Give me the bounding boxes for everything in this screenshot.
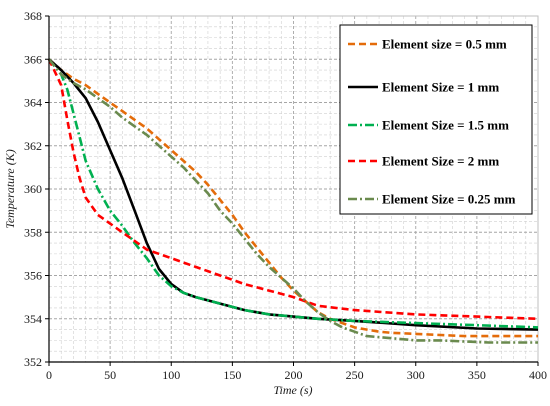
x-tick-label: 300 bbox=[407, 368, 425, 382]
series-line bbox=[48, 58, 538, 338]
series-line bbox=[47, 58, 538, 344]
y-tick-label: 360 bbox=[24, 182, 42, 196]
y-tick-label: 358 bbox=[24, 225, 42, 239]
legend-label: Element Size = 1 mm bbox=[382, 80, 499, 95]
x-tick-label: 100 bbox=[162, 368, 180, 382]
y-tick-label: 364 bbox=[24, 96, 42, 110]
y-tick-labels: 352 354 356 358 360 362 364 366 368 bbox=[24, 9, 49, 369]
legend-label: Element size = 0.5 mm bbox=[382, 37, 507, 52]
x-tick-label: 250 bbox=[346, 368, 364, 382]
y-tick-label: 356 bbox=[24, 269, 42, 283]
y-tick-label: 368 bbox=[24, 9, 42, 23]
x-tick-label: 400 bbox=[529, 368, 547, 382]
legend-label: Element Size = 1.5 mm bbox=[382, 118, 509, 133]
y-tick-label: 354 bbox=[24, 312, 42, 326]
x-tick-label: 150 bbox=[223, 368, 241, 382]
y-tick-label: 366 bbox=[24, 52, 42, 66]
x-tick-label: 50 bbox=[104, 368, 116, 382]
y-tick-label: 362 bbox=[24, 139, 42, 153]
series-line bbox=[47, 58, 539, 321]
series-layer bbox=[47, 58, 539, 344]
x-axis-title: Time (s) bbox=[274, 383, 313, 397]
x-tick-labels: 0 50 100 150 200 250 300 350 400 bbox=[46, 362, 547, 382]
x-tick-label: 0 bbox=[46, 368, 52, 382]
legend-label: Element Size = 0.25 mm bbox=[382, 192, 516, 207]
y-axis-title: Temperature (K) bbox=[3, 149, 17, 228]
legend-label: Element Size = 2 mm bbox=[382, 154, 499, 169]
legend-box bbox=[339, 24, 533, 215]
x-tick-label: 200 bbox=[285, 368, 303, 382]
series-line bbox=[47, 58, 539, 329]
x-tick-label: 350 bbox=[468, 368, 486, 382]
legend: Element size = 0.5 mm Element Size = 1 mm… bbox=[339, 24, 533, 215]
y-tick-label: 352 bbox=[24, 355, 42, 369]
